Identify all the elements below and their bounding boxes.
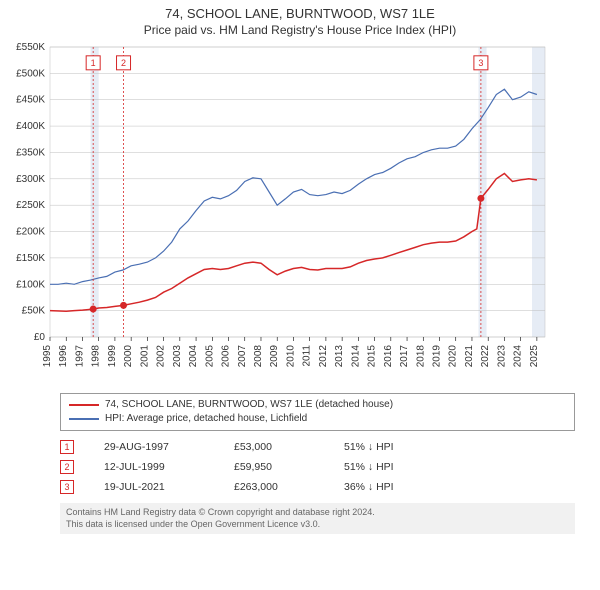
marker-price: £263,000 — [234, 481, 314, 493]
highlight-band — [91, 47, 99, 337]
marker-dot — [90, 306, 97, 313]
marker-price: £59,950 — [234, 461, 314, 473]
y-tick-label: £500K — [16, 68, 45, 79]
series-price_paid — [50, 174, 537, 312]
x-tick-label: 1997 — [74, 345, 85, 368]
footnote: Contains HM Land Registry data © Crown c… — [60, 503, 575, 534]
y-tick-label: £250K — [16, 200, 45, 211]
x-tick-label: 2024 — [513, 345, 524, 368]
marker-table-row: 1 29-AUG-1997 £53,000 51% ↓ HPI — [60, 437, 575, 457]
y-tick-label: £350K — [16, 147, 45, 158]
series-hpi — [50, 89, 537, 284]
x-tick-label: 2003 — [172, 345, 183, 368]
x-tick-label: 2016 — [383, 345, 394, 368]
legend-label: HPI: Average price, detached house, Lich… — [105, 412, 307, 426]
y-tick-label: £150K — [16, 253, 45, 264]
y-tick-label: £400K — [16, 121, 45, 132]
legend-row-price_paid: 74, SCHOOL LANE, BURNTWOOD, WS7 1LE (det… — [69, 398, 566, 412]
marker-dot — [477, 195, 484, 202]
x-tick-label: 2015 — [367, 345, 378, 368]
highlight-band — [532, 47, 545, 337]
x-tick-label: 1998 — [91, 345, 102, 368]
title-line2: Price paid vs. HM Land Registry's House … — [0, 23, 600, 37]
marker-date: 19-JUL-2021 — [104, 481, 204, 493]
y-tick-label: £450K — [16, 95, 45, 106]
footnote-line2: This data is licensed under the Open Gov… — [66, 519, 569, 531]
legend-label: 74, SCHOOL LANE, BURNTWOOD, WS7 1LE (det… — [105, 398, 393, 412]
x-tick-label: 2012 — [318, 345, 329, 368]
x-tick-label: 2010 — [285, 345, 296, 368]
y-tick-label: £550K — [16, 42, 45, 53]
x-tick-label: 1995 — [42, 345, 53, 368]
chart: £0 £50K £100K £150K £200K £250K £300K £350K £400… — [0, 37, 560, 387]
x-tick-label: 2002 — [156, 345, 167, 368]
marker-table-row: 3 19-JUL-2021 £263,000 36% ↓ HPI — [60, 477, 575, 497]
marker-table-badge: 3 — [60, 480, 74, 494]
marker-price: £53,000 — [234, 441, 314, 453]
x-tick-label: 2011 — [302, 345, 313, 367]
x-tick-label: 2004 — [188, 345, 199, 368]
x-tick-label: 2025 — [529, 345, 540, 368]
marker-note: 51% ↓ HPI — [344, 441, 394, 453]
x-tick-label: 2001 — [139, 345, 150, 368]
x-tick-label: 2022 — [480, 345, 491, 368]
legend-swatch — [69, 404, 99, 406]
chart-titles: 74, SCHOOL LANE, BURNTWOOD, WS7 1LE Pric… — [0, 0, 600, 37]
marker-badge-num: 3 — [478, 58, 483, 68]
marker-badge-num: 2 — [121, 58, 126, 68]
legend-swatch — [69, 418, 99, 420]
x-tick-label: 2020 — [448, 345, 459, 368]
x-tick-label: 2000 — [123, 345, 134, 368]
x-tick-label: 2009 — [269, 345, 280, 368]
footnote-line1: Contains HM Land Registry data © Crown c… — [66, 507, 569, 519]
marker-date: 12-JUL-1999 — [104, 461, 204, 473]
x-tick-label: 2005 — [204, 345, 215, 368]
marker-table-row: 2 12-JUL-1999 £59,950 51% ↓ HPI — [60, 457, 575, 477]
x-tick-label: 1999 — [107, 345, 118, 368]
marker-table-badge: 2 — [60, 460, 74, 474]
x-tick-label: 2007 — [237, 345, 248, 368]
marker-note: 51% ↓ HPI — [344, 461, 394, 473]
x-tick-label: 2019 — [432, 345, 443, 368]
marker-table: 1 29-AUG-1997 £53,000 51% ↓ HPI 2 12-JUL-1999… — [60, 437, 575, 497]
y-tick-label: £200K — [16, 227, 45, 238]
x-tick-label: 2023 — [496, 345, 507, 368]
legend: 74, SCHOOL LANE, BURNTWOOD, WS7 1LE (det… — [60, 393, 575, 431]
x-tick-label: 2018 — [415, 345, 426, 368]
title-line1: 74, SCHOOL LANE, BURNTWOOD, WS7 1LE — [0, 6, 600, 21]
x-tick-label: 2014 — [350, 345, 361, 368]
marker-dot — [120, 302, 127, 309]
marker-date: 29-AUG-1997 — [104, 441, 204, 453]
x-tick-label: 2013 — [334, 345, 345, 368]
x-tick-label: 2017 — [399, 345, 410, 368]
marker-table-badge: 1 — [60, 440, 74, 454]
x-tick-label: 2006 — [221, 345, 232, 368]
y-tick-label: £100K — [16, 279, 45, 290]
x-tick-label: 2021 — [464, 345, 475, 368]
y-tick-label: £50K — [22, 306, 46, 317]
marker-badge-num: 1 — [91, 58, 96, 68]
x-tick-label: 2008 — [253, 345, 264, 368]
y-tick-label: £0 — [34, 332, 46, 343]
y-tick-label: £300K — [16, 174, 45, 185]
marker-note: 36% ↓ HPI — [344, 481, 394, 493]
x-tick-label: 1996 — [58, 345, 69, 368]
legend-row-hpi: HPI: Average price, detached house, Lich… — [69, 412, 566, 426]
